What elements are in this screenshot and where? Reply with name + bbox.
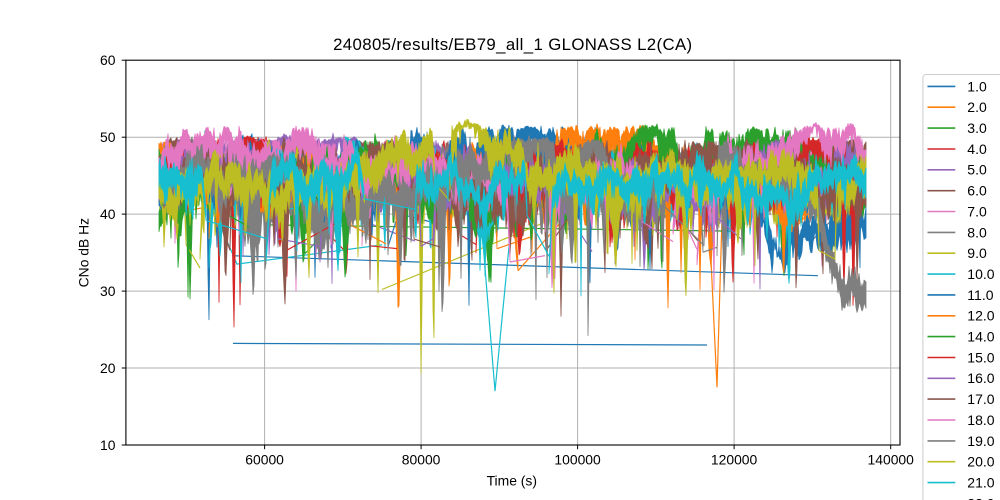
svg-text:2.0: 2.0	[967, 99, 987, 115]
svg-text:21.0: 21.0	[967, 475, 994, 491]
svg-text:14.0: 14.0	[967, 329, 994, 345]
svg-text:20.0: 20.0	[967, 454, 994, 470]
svg-text:Time (s): Time (s)	[487, 472, 537, 488]
svg-text:100000: 100000	[554, 452, 601, 468]
svg-text:10: 10	[100, 437, 116, 453]
svg-text:80000: 80000	[402, 452, 441, 468]
svg-text:12.0: 12.0	[967, 308, 994, 324]
svg-text:19.0: 19.0	[967, 433, 994, 449]
svg-text:9.0: 9.0	[967, 245, 987, 261]
svg-text:60000: 60000	[245, 452, 284, 468]
svg-text:20: 20	[100, 360, 116, 376]
svg-text:3.0: 3.0	[967, 120, 987, 136]
svg-text:11.0: 11.0	[967, 287, 993, 303]
svg-text:120000: 120000	[711, 452, 758, 468]
svg-text:6.0: 6.0	[967, 183, 987, 199]
svg-text:240805/results/EB79_all_1 GLON: 240805/results/EB79_all_1 GLONASS L2(CA)	[333, 35, 692, 54]
svg-text:17.0: 17.0	[967, 391, 994, 407]
svg-text:60: 60	[100, 52, 116, 68]
svg-text:15.0: 15.0	[967, 349, 994, 365]
svg-text:CNo dB Hz: CNo dB Hz	[75, 218, 91, 288]
svg-text:50: 50	[100, 129, 116, 145]
svg-text:30: 30	[100, 283, 116, 299]
svg-text:10.0: 10.0	[967, 266, 994, 282]
svg-text:7.0: 7.0	[967, 203, 987, 219]
svg-text:8.0: 8.0	[967, 224, 987, 240]
svg-text:140000: 140000	[868, 452, 915, 468]
svg-text:1.0: 1.0	[967, 78, 987, 94]
svg-text:16.0: 16.0	[967, 370, 994, 386]
svg-text:40: 40	[100, 206, 116, 222]
svg-text:4.0: 4.0	[967, 141, 987, 157]
svg-text:22.0: 22.0	[967, 495, 994, 500]
svg-text:5.0: 5.0	[967, 162, 987, 178]
svg-text:18.0: 18.0	[967, 412, 994, 428]
